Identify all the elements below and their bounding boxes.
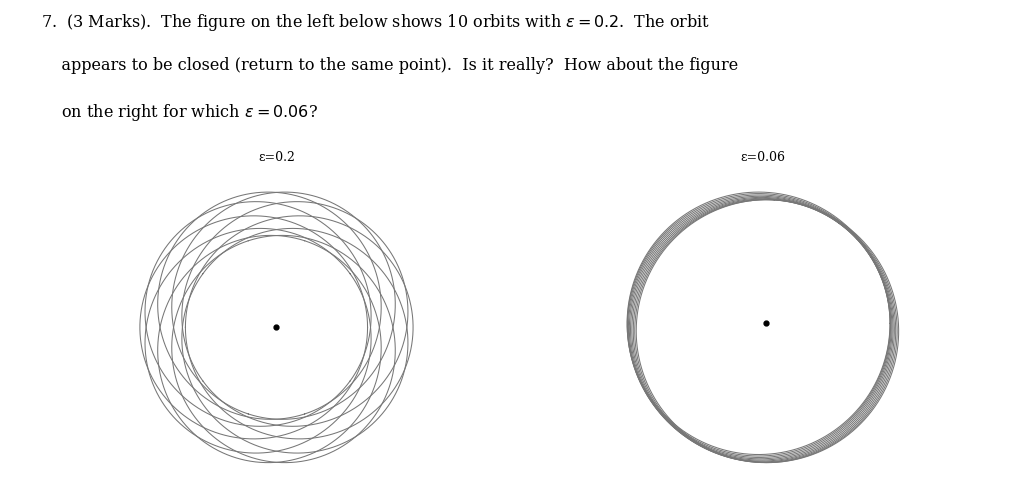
Text: 7.  (3 Marks).  The figure on the left below shows 10 orbits with $\epsilon = 0.: 7. (3 Marks). The figure on the left bel… [41,12,710,33]
Text: appears to be closed (return to the same point).  Is it really?  How about the f: appears to be closed (return to the same… [41,57,738,74]
Text: on the right for which $\epsilon = 0.06$?: on the right for which $\epsilon = 0.06$… [41,102,318,123]
Text: ε=0.06: ε=0.06 [740,151,785,164]
Text: ε=0.2: ε=0.2 [258,151,295,164]
